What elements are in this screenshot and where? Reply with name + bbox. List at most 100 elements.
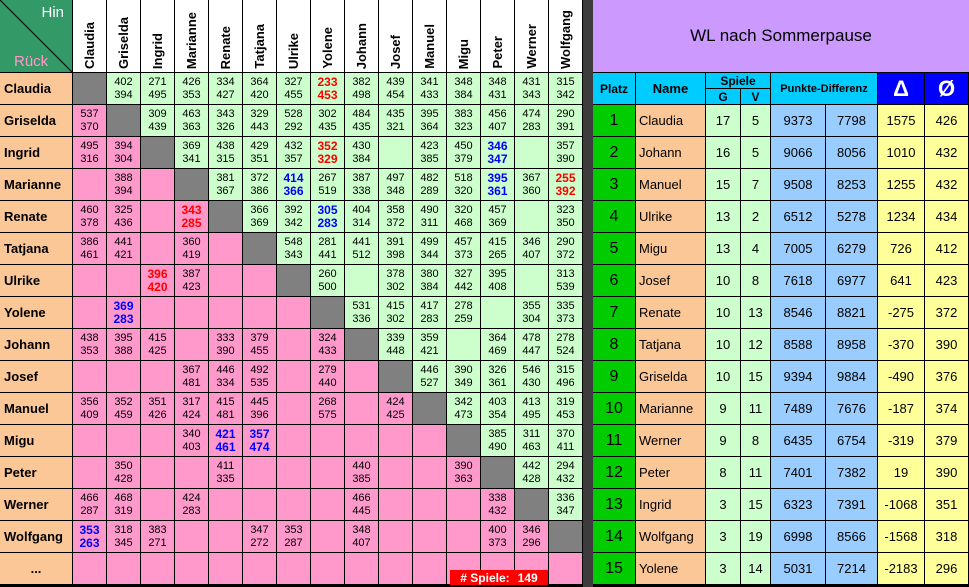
grid-cell [141, 553, 174, 584]
average: 351 [925, 489, 968, 520]
score-hin: 497 [386, 171, 405, 184]
score-rueck: 342 [284, 216, 303, 229]
grid-cell [141, 297, 174, 328]
grid-cell: 305 283 [311, 201, 344, 232]
grid-cell: 460 378 [73, 201, 106, 232]
grid-cell: 339 448 [379, 329, 412, 360]
score-rueck: 311 [420, 216, 439, 229]
score-hin: 531 [352, 299, 371, 312]
score-hin: 369 [113, 298, 134, 313]
score-hin: 537 [80, 107, 99, 120]
score-hin: 311 [522, 427, 541, 440]
grid-cell: 385 490 [481, 425, 514, 456]
score-hin: 369 [182, 139, 201, 152]
grid-cell [345, 265, 378, 296]
grid-cell: 441 512 [345, 233, 378, 264]
score-hin: 383 [454, 107, 473, 120]
grid-cell: 457 369 [481, 201, 514, 232]
grid-cell: 390 363 [447, 457, 480, 488]
grid-cell [345, 329, 378, 360]
grid-cell: 402 394 [107, 73, 140, 104]
score-hin: 387 [352, 171, 371, 184]
grid-cell [379, 521, 412, 552]
score-rueck: 539 [556, 280, 575, 293]
points-for: 6323 [771, 489, 825, 520]
score-hin: 313 [556, 267, 575, 280]
game-count-label: # Spiele: [460, 570, 510, 585]
score-rueck: 463 [522, 440, 541, 453]
grid-cell: 450 379 [447, 137, 480, 168]
column-header-text: Ingrid [150, 32, 165, 69]
score-rueck: 419 [182, 248, 201, 261]
header-name: Name [636, 73, 705, 104]
score-rueck: 461 [215, 439, 236, 454]
score-hin: 326 [488, 363, 507, 376]
score-hin: 233 [317, 74, 338, 89]
grid-cell: 294 432 [549, 457, 582, 488]
score-hin: 290 [556, 107, 575, 120]
score-rueck: 454 [386, 88, 405, 101]
score-rueck: 343 [284, 248, 303, 261]
score-rueck: 421 [114, 248, 133, 261]
grid-cell [277, 329, 310, 360]
point-difference: 1010 [878, 137, 924, 168]
score-rueck: 468 [454, 216, 473, 229]
column-header: Marianne [175, 0, 208, 72]
score-hin: 370 [556, 427, 575, 440]
score-hin: 351 [148, 395, 167, 408]
standings-title: WL nach Sommerpause [593, 0, 969, 72]
grid-cell [413, 393, 446, 424]
score-rueck: 287 [284, 536, 303, 549]
games-won: 13 [706, 201, 740, 232]
grid-cell: 441 421 [107, 233, 140, 264]
grid-cell [277, 393, 310, 424]
grid-cell [141, 489, 174, 520]
score-hin: 394 [114, 139, 133, 152]
grid-cell: 281 441 [311, 233, 344, 264]
grid-cell: 415 481 [209, 393, 242, 424]
score-hin: 432 [284, 139, 303, 152]
grid-cell [447, 329, 480, 360]
score-rueck: 453 [317, 87, 338, 102]
grid-cell: 438 315 [209, 137, 242, 168]
score-rueck: 426 [148, 408, 167, 421]
score-hin: 441 [114, 235, 133, 248]
score-hin: 468 [114, 491, 133, 504]
score-hin: 404 [352, 203, 371, 216]
score-rueck: 373 [556, 312, 575, 325]
score-rueck: 498 [352, 88, 371, 101]
player-name: Claudia [636, 105, 705, 136]
points-against: 8566 [826, 521, 877, 552]
grid-cell: 395 388 [107, 329, 140, 360]
grid-cell: 531 336 [345, 297, 378, 328]
column-header-text: Marianne [184, 11, 199, 69]
rank: 10 [593, 393, 635, 424]
grid-cell [447, 489, 480, 520]
score-hin: 271 [148, 75, 167, 88]
average: 412 [925, 233, 968, 264]
player-name: Marianne [636, 393, 705, 424]
row-header: Werner [0, 489, 72, 520]
column-header-text: Tatjana [252, 24, 267, 69]
score-rueck: 391 [556, 120, 575, 133]
grid-cell: 348 407 [345, 521, 378, 552]
rank: 8 [593, 329, 635, 360]
score-hin: 474 [522, 107, 541, 120]
grid-cell [141, 457, 174, 488]
score-hin: 446 [216, 363, 235, 376]
score-hin: 484 [352, 107, 371, 120]
score-rueck: 372 [386, 216, 405, 229]
score-hin: 340 [182, 427, 201, 440]
grid-cell: 495 316 [73, 137, 106, 168]
score-rueck: 326 [216, 120, 235, 133]
grid-cell: 400 373 [481, 521, 514, 552]
point-difference: 641 [878, 265, 924, 296]
score-rueck: 390 [556, 152, 575, 165]
score-hin: 347 [250, 523, 269, 536]
score-hin: 281 [318, 235, 337, 248]
score-rueck: 353 [182, 88, 201, 101]
point-difference: -187 [878, 393, 924, 424]
player-name: Yolene [636, 553, 705, 584]
grid-cell: 497 348 [379, 169, 412, 200]
grid-cell: 338 432 [481, 489, 514, 520]
